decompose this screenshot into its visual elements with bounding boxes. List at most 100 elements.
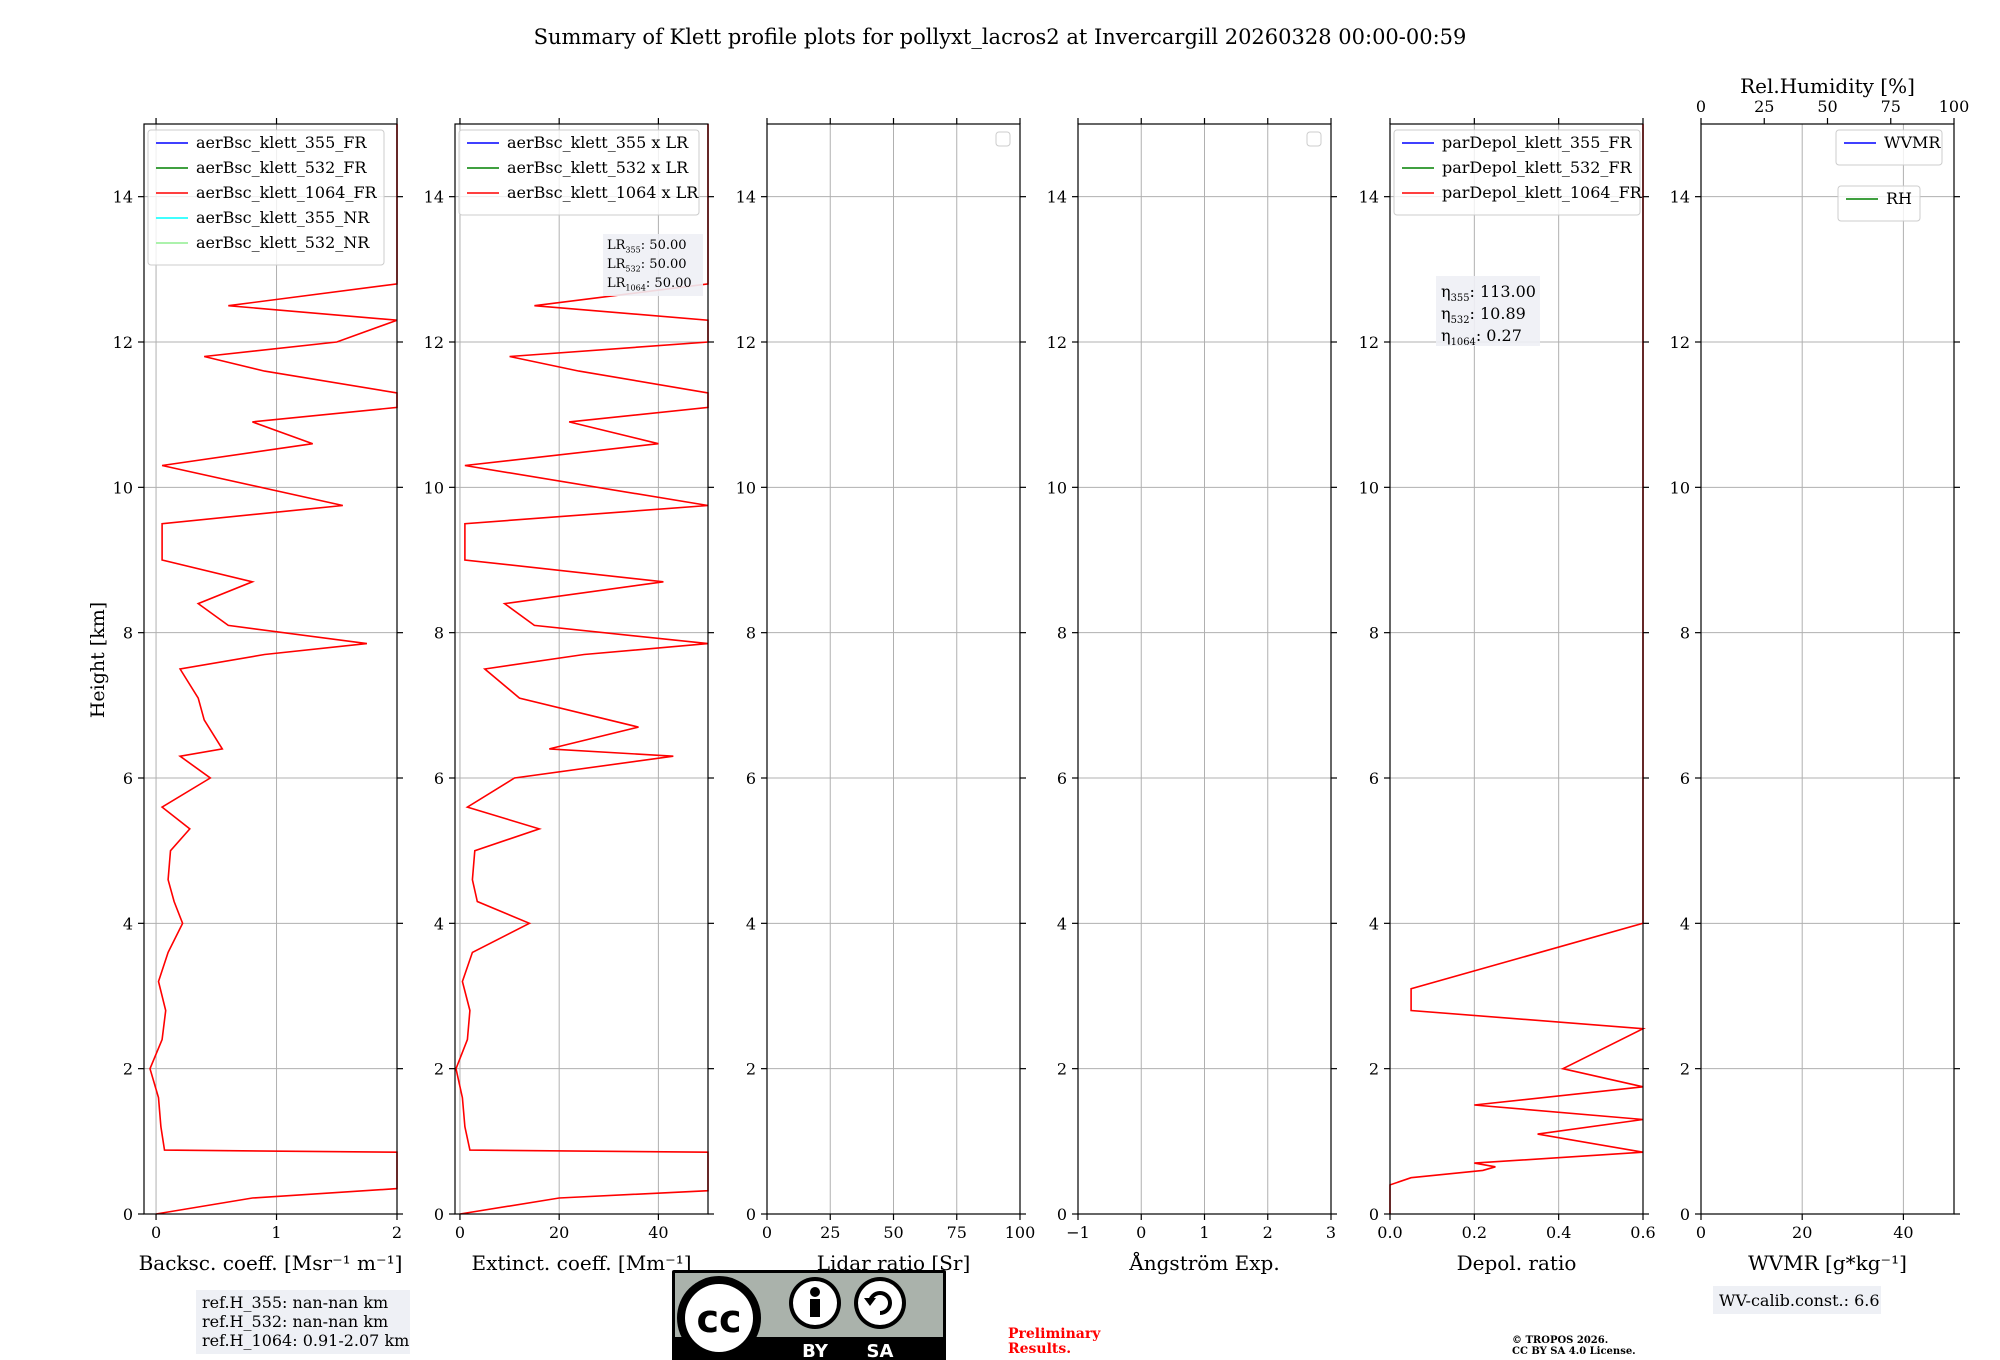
sa-label: SA xyxy=(867,1341,894,1360)
eta-label-subscript: 532 xyxy=(1451,315,1470,326)
preliminary-label: Preliminary xyxy=(1008,1326,1101,1342)
legend-rh xyxy=(1837,185,1921,222)
eta-label-value: : 10.89 xyxy=(1470,304,1526,323)
top-x-tick-label: 100 xyxy=(1939,97,1970,116)
y-tick-label: 8 xyxy=(1057,624,1067,643)
series-line-aerBsc_klett_1064_FR xyxy=(149,124,398,1215)
axes-frame xyxy=(1389,123,1644,1215)
legend xyxy=(458,129,700,216)
x-axis-label: Ångström Exp. xyxy=(1128,1250,1279,1275)
x-tick-label: 0 xyxy=(762,1223,772,1242)
x-tick-label: 0 xyxy=(151,1223,161,1242)
legend-label: parDepol_klett_355_FR xyxy=(1442,133,1633,152)
legend xyxy=(147,129,385,266)
eta-label-subscript: 1064 xyxy=(1451,337,1476,348)
y-tick-label: 14 xyxy=(113,188,133,207)
legend xyxy=(1393,129,1641,216)
y-tick-label: 12 xyxy=(736,333,756,352)
legend-empty xyxy=(1306,131,1322,147)
sa-arrow-icon xyxy=(868,1291,892,1315)
x-tick-label: 0.4 xyxy=(1546,1223,1571,1242)
y-tick-label: 12 xyxy=(1359,333,1379,352)
eta-label-subscript: 355 xyxy=(1451,293,1470,304)
y-tick-label: 12 xyxy=(1047,333,1067,352)
y-tick-label: 4 xyxy=(1680,914,1690,933)
y-tick-label: 0 xyxy=(1369,1205,1379,1224)
eta-label-value: : 0.27 xyxy=(1476,326,1522,345)
panel-extinction: 0 20 40 0 2 4 6 8 10 12 14 Extinct. coeff. [Mm⁻¹] ae… xyxy=(424,118,714,1275)
y-tick-label: 0 xyxy=(1680,1205,1690,1224)
cc-by-sa-badge: cc BY SA xyxy=(672,1270,946,1360)
y-tick-label: 2 xyxy=(746,1060,756,1079)
y-tick-label: 6 xyxy=(1369,769,1379,788)
y-tick-label: 0 xyxy=(434,1205,444,1224)
top-axis-label: Rel.Humidity [%] xyxy=(1740,74,1915,98)
legend-empty xyxy=(995,131,1011,147)
y-tick-label: 8 xyxy=(1680,624,1690,643)
x-axis-label: Extinct. coeff. [Mm⁻¹] xyxy=(471,1251,691,1275)
y-tick-label: 6 xyxy=(1680,769,1690,788)
lr-label: LR355: 50.00 xyxy=(607,238,687,254)
y-tick-label: 14 xyxy=(1670,188,1690,207)
by-person-head xyxy=(810,1287,820,1297)
lr-label-subscript: 1064 xyxy=(625,283,645,292)
y-tick-label: 6 xyxy=(1057,769,1067,788)
x-tick-label: 75 xyxy=(947,1223,967,1242)
x-axis-label: Backsc. coeff. [Msr⁻¹ m⁻¹] xyxy=(139,1251,403,1275)
x-axis-label: WVMR [g*kg⁻¹] xyxy=(1748,1251,1907,1275)
y-tick-label: 2 xyxy=(1680,1060,1690,1079)
series-line-aerBsc_klett_1064 x LR xyxy=(455,124,709,1215)
legend-label: aerBsc_klett_355_NR xyxy=(196,208,370,227)
legend-label: parDepol_klett_1064_FR xyxy=(1442,183,1643,202)
preliminary-label: Results. xyxy=(1008,1341,1071,1357)
y-tick-label: 14 xyxy=(1047,188,1067,207)
x-tick-label: 3 xyxy=(1326,1223,1336,1242)
y-tick-label: 4 xyxy=(434,914,444,933)
x-tick-label: 0 xyxy=(455,1223,465,1242)
top-x-tick-label: 75 xyxy=(1881,97,1901,116)
x-tick-label: 2 xyxy=(1263,1223,1273,1242)
figure-title: Summary of Klett profile plots for polly… xyxy=(534,25,1467,49)
y-tick-label: 0 xyxy=(123,1205,133,1224)
legend-label: aerBsc_klett_355 x LR xyxy=(507,133,689,152)
legend-label: WVMR xyxy=(1884,133,1941,152)
top-x-tick-label: 50 xyxy=(1817,97,1837,116)
y-tick-label: 10 xyxy=(1670,478,1690,497)
axes-frame xyxy=(454,123,709,1215)
eta-label-symbol: η xyxy=(1441,282,1451,301)
copyright-label: © TROPOS 2026. xyxy=(1512,1335,1608,1346)
y-tick-label: 10 xyxy=(1047,478,1067,497)
y-tick-label: 6 xyxy=(434,769,444,788)
x-tick-label: 20 xyxy=(549,1223,569,1242)
y-tick-label: 2 xyxy=(1057,1060,1067,1079)
y-tick-label: 8 xyxy=(123,624,133,643)
x-tick-label: 40 xyxy=(1893,1223,1913,1242)
by-label: BY xyxy=(802,1341,829,1360)
y-tick-label: 14 xyxy=(424,188,444,207)
eta-label-value: : 113.00 xyxy=(1470,282,1536,301)
y-tick-label: 10 xyxy=(113,478,133,497)
x-tick-label: 0 xyxy=(1136,1223,1146,1242)
y-tick-label: 12 xyxy=(113,333,133,352)
lr-label-symbol: LR xyxy=(607,276,627,291)
y-tick-label: 4 xyxy=(746,914,756,933)
legend-label: aerBsc_klett_532 x LR xyxy=(507,158,689,177)
legend-label: aerBsc_klett_532_FR xyxy=(196,158,367,177)
y-tick-label: 8 xyxy=(746,624,756,643)
legend-label: aerBsc_klett_355_FR xyxy=(196,133,367,152)
y-tick-label: 2 xyxy=(434,1060,444,1079)
y-tick-label: 4 xyxy=(123,914,133,933)
y-tick-label: 4 xyxy=(1057,914,1067,933)
lr-label: LR532: 50.00 xyxy=(607,257,687,273)
lr-box xyxy=(603,234,703,296)
x-tick-label: 20 xyxy=(1792,1223,1812,1242)
by-person-body xyxy=(810,1299,820,1317)
x-tick-label: 50 xyxy=(883,1223,903,1242)
lr-label-value: : 50.00 xyxy=(641,238,687,253)
eta-label: η532: 10.89 xyxy=(1441,304,1526,326)
eta-box xyxy=(1436,276,1540,346)
lr-label-symbol: LR xyxy=(607,257,627,272)
